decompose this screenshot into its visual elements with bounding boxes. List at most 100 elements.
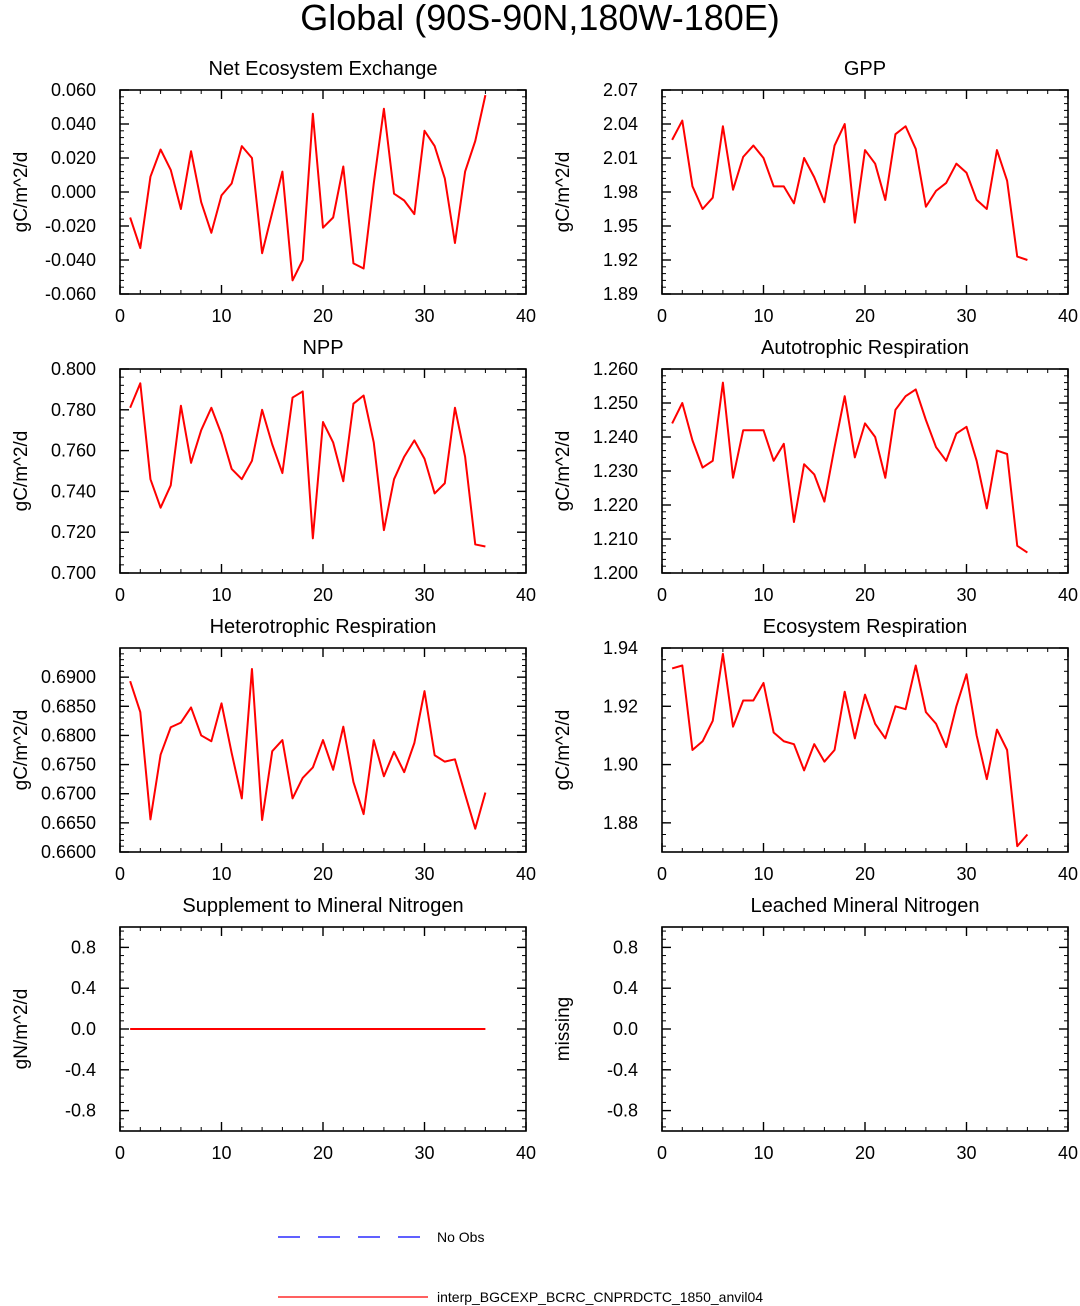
y-tick-label: 0.6850 [41, 696, 96, 716]
y-tick-label: 0.720 [51, 522, 96, 542]
y-tick-label: 1.89 [603, 284, 638, 304]
y-tick-label: 1.88 [603, 813, 638, 833]
series-line-model [129, 667, 487, 830]
chart-panel-4: Autotrophic Respiration gC/m^2/d 0 10 20 30 40… [553, 337, 1078, 605]
y-tick-label: 1.220 [593, 495, 638, 515]
y-tick-label: -0.060 [45, 284, 96, 304]
y-tick-label: 0.8 [71, 937, 96, 957]
x-tick-label: 0 [115, 1143, 125, 1163]
y-tick-label: 1.240 [593, 427, 638, 447]
x-tick-label: 20 [855, 864, 875, 884]
y-tick-label: 0.6600 [41, 842, 96, 862]
x-tick-label: 0 [115, 585, 125, 605]
x-tick-label: 30 [956, 306, 976, 326]
y-tick-label: 0.4 [613, 978, 638, 998]
chart-panels: Net Ecosystem Exchange gC/m^2/d 0 10 20 30 40 -… [11, 58, 1078, 1163]
x-tick-label: 30 [956, 1143, 976, 1163]
panel-title: Heterotrophic Respiration [210, 616, 437, 638]
x-tick-label: 30 [414, 306, 434, 326]
x-tick-label: 0 [657, 306, 667, 326]
plot-frame [119, 89, 527, 295]
y-tick-label: 2.04 [603, 114, 638, 134]
x-tick-label: 40 [1058, 585, 1078, 605]
y-tick-label: 0.060 [51, 80, 96, 100]
x-tick-label: 10 [753, 864, 773, 884]
x-tick-label: 10 [211, 1143, 231, 1163]
y-tick-label: 1.210 [593, 529, 638, 549]
x-tick-label: 30 [956, 864, 976, 884]
chart-panel-1: Net Ecosystem Exchange gC/m^2/d 0 10 20 30 40 -… [11, 58, 536, 326]
y-tick-label: 0.6650 [41, 813, 96, 833]
x-tick-label: 0 [657, 864, 667, 884]
x-tick-label: 20 [855, 1143, 875, 1163]
panel-title: Leached Mineral Nitrogen [750, 895, 979, 917]
panel-title: Supplement to Mineral Nitrogen [182, 895, 463, 917]
x-tick-label: 0 [115, 306, 125, 326]
x-tick-label: 40 [1058, 1143, 1078, 1163]
plot-frame [661, 926, 1069, 1132]
y-tick-label: 1.98 [603, 182, 638, 202]
y-tick-label: 0.6800 [41, 725, 96, 745]
legend-model-label: interp_BGCEXP_BCRC_CNPRDCTC_1850_anvil04 [437, 1289, 763, 1305]
y-tick-label: 1.92 [603, 696, 638, 716]
x-tick-label: 40 [516, 864, 536, 884]
y-tick-label: 0.6700 [41, 784, 96, 804]
y-tick-label: 1.92 [603, 250, 638, 270]
panel-title: Ecosystem Respiration [763, 616, 968, 638]
y-tick-label: -0.4 [607, 1060, 638, 1080]
y-tick-label: 0.800 [51, 359, 96, 379]
y-tick-label: 1.200 [593, 563, 638, 583]
x-tick-label: 10 [211, 585, 231, 605]
x-tick-label: 30 [414, 585, 434, 605]
legend-obs-label: No Obs [437, 1229, 484, 1245]
panel-title: Net Ecosystem Exchange [209, 58, 438, 80]
y-axis-label: gC/m^2/d [11, 431, 32, 512]
x-tick-label: 20 [313, 864, 333, 884]
y-tick-label: 0.700 [51, 563, 96, 583]
y-tick-label: 1.95 [603, 216, 638, 236]
y-tick-label: 0.000 [51, 182, 96, 202]
panel-title: Autotrophic Respiration [761, 337, 969, 359]
series-line-model [671, 381, 1028, 554]
y-tick-label: 0.020 [51, 148, 96, 168]
x-tick-label: 20 [313, 585, 333, 605]
y-tick-label: 1.260 [593, 359, 638, 379]
y-tick-label: -0.8 [65, 1101, 96, 1121]
y-tick-label: 0.760 [51, 441, 96, 461]
x-tick-label: 20 [855, 585, 875, 605]
y-tick-label: 1.250 [593, 393, 638, 413]
chart-panel-8: Leached Mineral Nitrogen missing 0 10 20 30 40… [553, 895, 1078, 1163]
x-tick-label: 30 [414, 1143, 434, 1163]
plot-frame [119, 647, 527, 853]
chart-panel-7: Supplement to Mineral Nitrogen gN/m^2/d 0 1… [11, 895, 536, 1163]
plot-frame [119, 368, 527, 574]
x-tick-label: 10 [753, 306, 773, 326]
series-line-model [129, 382, 486, 548]
x-tick-label: 30 [414, 864, 434, 884]
y-tick-label: 1.230 [593, 461, 638, 481]
y-axis-label: gC/m^2/d [553, 431, 574, 512]
y-axis-label: gN/m^2/d [11, 989, 32, 1070]
y-tick-label: 0.0 [71, 1019, 96, 1039]
x-tick-label: 40 [516, 1143, 536, 1163]
x-tick-label: 0 [657, 585, 667, 605]
series-line-model [671, 652, 1029, 848]
page-title: Global (90S-90N,180W-180E) [300, 0, 780, 38]
y-tick-label: 0.6750 [41, 755, 96, 775]
x-tick-label: 40 [1058, 306, 1078, 326]
x-tick-label: 0 [657, 1143, 667, 1163]
y-tick-label: 0.4 [71, 978, 96, 998]
chart-panel-6: Ecosystem Respiration gC/m^2/d 0 10 20 30 40 1.… [553, 616, 1078, 884]
y-tick-label: 1.94 [603, 638, 638, 658]
x-tick-label: 20 [313, 1143, 333, 1163]
panel-title: GPP [844, 58, 886, 80]
x-tick-label: 40 [516, 306, 536, 326]
panel-title: NPP [302, 337, 343, 359]
chart-panel-2: GPP gC/m^2/d 0 10 20 30 40 1.89 1.92 1.95 1.98 2.01… [553, 58, 1078, 326]
x-tick-label: 40 [516, 585, 536, 605]
chart-panel-5: Heterotrophic Respiration gC/m^2/d 0 10 20 30… [11, 616, 536, 884]
x-tick-label: 10 [211, 306, 231, 326]
y-tick-label: -0.020 [45, 216, 96, 236]
plot-frame [661, 89, 1069, 295]
